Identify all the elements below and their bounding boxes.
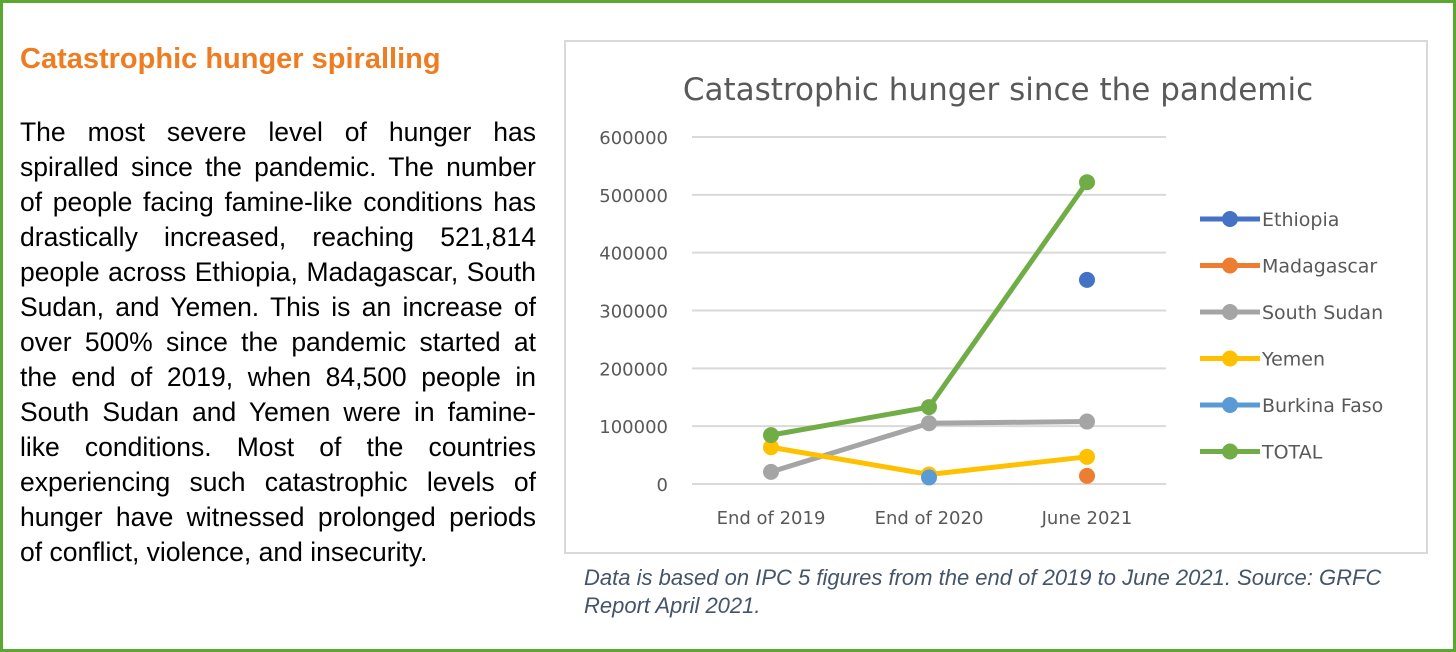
x-tick-label: End of 2019 xyxy=(717,508,826,529)
y-tick-label: 600000 xyxy=(599,128,668,149)
data-point xyxy=(763,463,779,480)
legend-item: TOTAL xyxy=(1200,442,1323,464)
legend-marker xyxy=(1222,350,1238,367)
legend-item: Ethiopia xyxy=(1200,209,1339,231)
y-tick-label: 400000 xyxy=(599,244,668,265)
series-line xyxy=(768,420,932,475)
legend-label: Ethiopia xyxy=(1262,209,1339,231)
gridlines xyxy=(692,136,1166,485)
line-chart: Catastrophic hunger since the pandemic 0… xyxy=(599,72,1383,529)
data-point xyxy=(1079,467,1095,484)
data-point xyxy=(1079,271,1095,288)
legend-item: South Sudan xyxy=(1200,302,1383,324)
x-tick-label: June 2021 xyxy=(1041,508,1133,529)
legend-label: South Sudan xyxy=(1262,302,1383,324)
series-total xyxy=(763,174,1095,444)
data-point xyxy=(921,469,937,486)
legend-marker xyxy=(1222,257,1238,274)
series-line xyxy=(926,179,1090,410)
legend: Ethiopia Madagascar South Sudan Yemen Burkin… xyxy=(1200,209,1383,464)
chart-title: Catastrophic hunger since the pandemic xyxy=(683,72,1313,108)
data-point xyxy=(1079,174,1095,191)
y-tick-label: 300000 xyxy=(599,302,668,323)
data-point xyxy=(921,415,937,432)
legend-label: Madagascar xyxy=(1262,256,1377,278)
legend-marker xyxy=(1222,397,1238,413)
chart-caption: Data is based on IPC 5 figures from the … xyxy=(584,565,1382,618)
series-line xyxy=(926,419,1090,426)
series-madagascar xyxy=(1079,467,1095,484)
series-south-sudan xyxy=(763,413,1095,480)
legend-label: Burkina Faso xyxy=(1262,395,1383,417)
y-axis-ticks: 0 100000 200000 300000 400000 500000 600000 xyxy=(599,128,668,496)
legend-item: Burkina Faso xyxy=(1200,395,1383,417)
data-point xyxy=(1079,448,1095,465)
series-line xyxy=(768,404,932,438)
data-point xyxy=(763,439,779,456)
legend-marker xyxy=(1222,443,1238,460)
data-point xyxy=(1079,413,1095,430)
y-tick-label: 100000 xyxy=(599,417,668,438)
article-body: The most severe level of hunger has spir… xyxy=(20,117,536,567)
series-layer xyxy=(763,174,1095,486)
chart-container: Catastrophic hunger since the pandemic 0… xyxy=(564,40,1428,554)
series-burkina-faso xyxy=(921,469,937,486)
legend-item: Madagascar xyxy=(1200,256,1377,278)
data-point xyxy=(921,399,937,416)
article-heading: Catastrophic hunger spiralling xyxy=(20,43,441,75)
y-tick-label: 0 xyxy=(657,475,668,496)
legend-marker xyxy=(1222,304,1238,320)
x-tick-label: End of 2020 xyxy=(875,508,984,529)
series-line xyxy=(926,454,1090,477)
y-tick-label: 200000 xyxy=(599,359,668,380)
x-axis-ticks: End of 2019 End of 2020 June 2021 xyxy=(717,508,1133,529)
legend-item: Yemen xyxy=(1200,349,1325,371)
series-line xyxy=(768,444,932,477)
series-ethiopia xyxy=(1079,271,1095,288)
legend-label: Yemen xyxy=(1261,349,1325,371)
y-tick-label: 500000 xyxy=(599,186,668,207)
legend-marker xyxy=(1222,211,1238,227)
data-point xyxy=(763,427,779,444)
legend-label: TOTAL xyxy=(1261,442,1323,464)
